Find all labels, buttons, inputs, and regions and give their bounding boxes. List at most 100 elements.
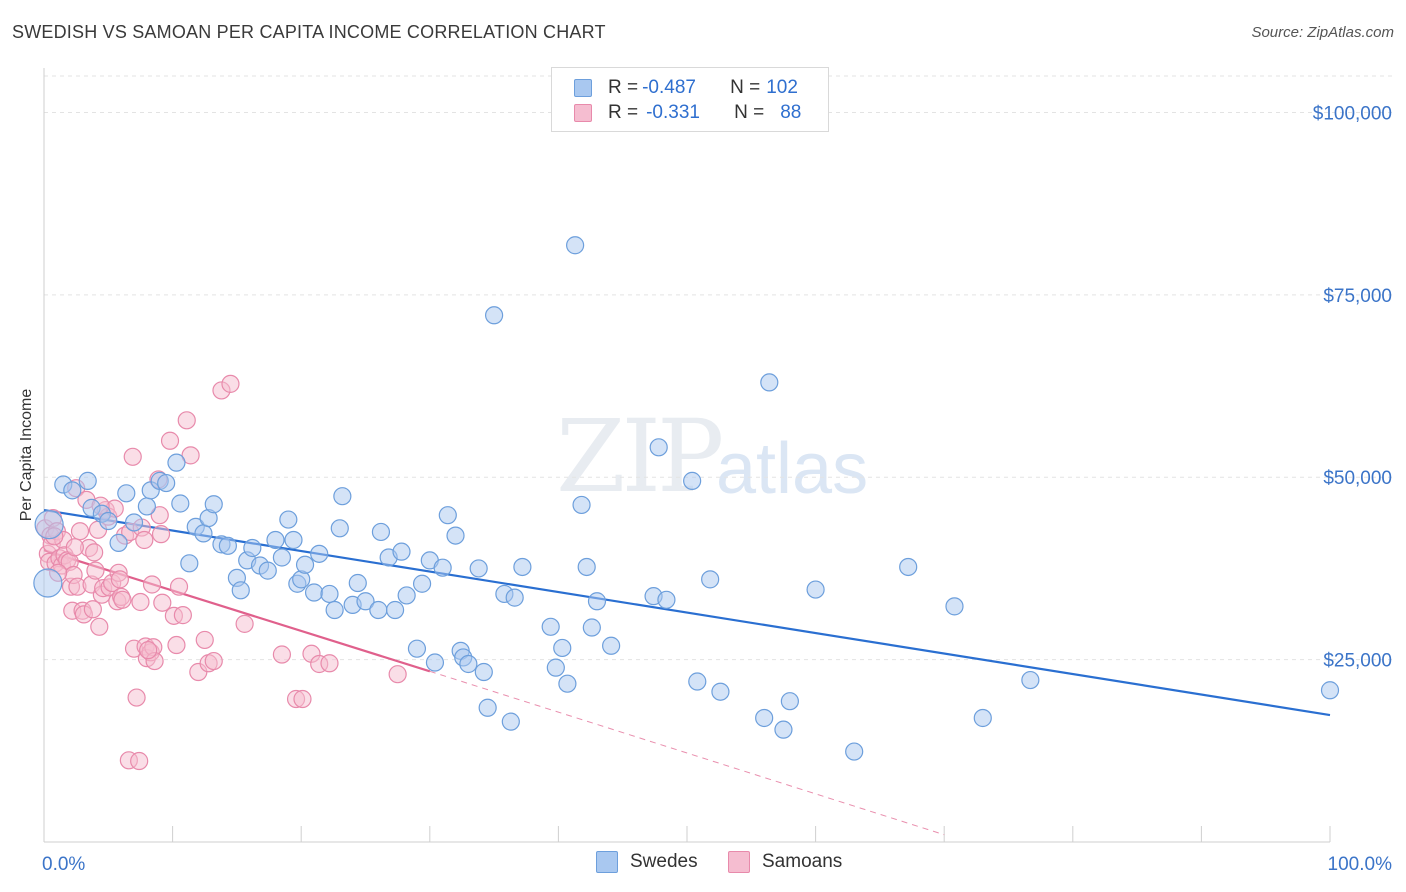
swedes-trend-line bbox=[43, 508, 1331, 717]
legend-n-value: 102 bbox=[766, 77, 798, 98]
samoans-point bbox=[177, 411, 196, 430]
samoans-point bbox=[110, 570, 129, 589]
swedes-point bbox=[279, 510, 298, 529]
x-tick-label: 100.0% bbox=[1328, 854, 1393, 875]
swedes-point bbox=[392, 542, 411, 561]
swedes-point bbox=[541, 617, 560, 636]
y-axis-label: Per Capita Income bbox=[18, 388, 35, 522]
legend-row-samoans: R = -0.331 N = 88 bbox=[574, 101, 801, 125]
swedes-point bbox=[194, 524, 213, 543]
samoans-point bbox=[83, 600, 102, 619]
samoans-point bbox=[142, 575, 162, 594]
tick-labels: $25,000 $50,000 $75,000 $100,000 0.0% 100.0% bbox=[42, 103, 1392, 875]
samoans-swatch bbox=[574, 104, 592, 122]
trend-lines bbox=[43, 508, 1331, 836]
swedes-point bbox=[1021, 670, 1040, 690]
legend-n-label: N = bbox=[730, 77, 761, 98]
samoans-point bbox=[173, 606, 192, 625]
swedes-swatch bbox=[574, 79, 592, 97]
samoans-point bbox=[65, 538, 84, 557]
swedes-point bbox=[231, 581, 250, 600]
swedes-point bbox=[258, 561, 277, 580]
swedes-point bbox=[438, 506, 457, 525]
swedes-point bbox=[505, 588, 524, 607]
watermark-zip: ZIP bbox=[556, 398, 724, 515]
legend-r-label: R = bbox=[608, 102, 639, 123]
swedes-point bbox=[474, 662, 493, 682]
swedes-point bbox=[806, 580, 825, 599]
samoans-point bbox=[204, 651, 223, 671]
swedes-point bbox=[701, 570, 720, 589]
swedes-point bbox=[369, 600, 388, 620]
legend-n-value: 88 bbox=[780, 102, 802, 123]
swedes-point bbox=[204, 495, 223, 514]
samoans-point bbox=[130, 751, 149, 771]
swedes-point bbox=[566, 236, 585, 255]
swedes-point bbox=[356, 592, 375, 611]
swedes-point bbox=[478, 698, 497, 717]
samoans-point bbox=[221, 374, 240, 393]
swedes-point bbox=[711, 682, 730, 701]
swedes-point bbox=[371, 522, 391, 542]
swedes-point bbox=[407, 639, 427, 658]
watermark-atlas: atlas bbox=[716, 429, 869, 509]
y-tick-label: $50,000 bbox=[1323, 468, 1392, 489]
samoans-point bbox=[272, 645, 292, 664]
samoans-point bbox=[169, 577, 189, 596]
samoans-point bbox=[135, 530, 154, 550]
samoans-point bbox=[153, 593, 172, 612]
swedes-point bbox=[78, 471, 97, 490]
samoans-point bbox=[127, 688, 146, 707]
swedes-point bbox=[295, 555, 315, 574]
y-tick-label: $25,000 bbox=[1323, 651, 1392, 672]
swedes-point bbox=[218, 536, 237, 555]
swedes-point bbox=[272, 548, 292, 567]
swedes-point bbox=[109, 533, 128, 552]
correlation-legend: R = -0.487 N = 102 R = -0.331 N = 88 bbox=[551, 67, 829, 132]
swedes-point bbox=[333, 487, 352, 506]
samoans-point bbox=[181, 446, 200, 465]
samoans-point bbox=[139, 641, 158, 660]
legend-r-value: -0.331 bbox=[646, 102, 700, 123]
samoans-trend-line bbox=[43, 549, 431, 673]
swedes-point bbox=[320, 584, 339, 604]
swedes-point bbox=[243, 538, 262, 558]
swedes-point bbox=[385, 600, 405, 620]
legend-r-value: -0.487 bbox=[642, 77, 696, 98]
swedes-point bbox=[649, 438, 668, 457]
samoans-trend-extension bbox=[429, 670, 945, 836]
samoans-point bbox=[86, 561, 105, 580]
swedes-point bbox=[34, 510, 64, 540]
swedes-point bbox=[425, 653, 445, 672]
gridlines bbox=[44, 75, 1392, 661]
swedes-point bbox=[412, 574, 432, 593]
swedes-point bbox=[433, 558, 452, 577]
y-tick-label: $100,000 bbox=[1313, 103, 1392, 124]
swedes-point bbox=[780, 692, 799, 711]
swedes-point bbox=[397, 586, 416, 605]
bottom-legend-swedes: Swedes bbox=[596, 851, 698, 873]
swedes-point bbox=[137, 497, 156, 516]
swedes-point bbox=[266, 530, 285, 550]
samoans-point bbox=[123, 447, 142, 466]
samoans-point bbox=[195, 630, 214, 650]
swedes-point bbox=[973, 708, 992, 728]
swedes-point bbox=[513, 557, 532, 577]
swedes-point bbox=[157, 473, 176, 493]
swedes-point bbox=[582, 618, 601, 637]
swedes-point bbox=[325, 600, 344, 620]
swedes-point bbox=[577, 557, 596, 577]
samoans-swatch bbox=[728, 851, 750, 873]
swedes-point bbox=[755, 708, 774, 728]
swedes-point bbox=[485, 306, 504, 325]
swedes-point bbox=[330, 519, 349, 538]
swedes-point bbox=[945, 597, 964, 616]
swedes-point bbox=[284, 530, 303, 550]
samoans-point bbox=[320, 654, 339, 673]
legend-row-swedes: R = -0.487 N = 102 bbox=[574, 76, 798, 100]
swedes-point bbox=[899, 557, 918, 577]
samoans-point bbox=[85, 543, 104, 562]
swedes-point bbox=[558, 674, 577, 693]
swedes-point bbox=[501, 712, 520, 731]
swedes-point bbox=[117, 484, 136, 503]
